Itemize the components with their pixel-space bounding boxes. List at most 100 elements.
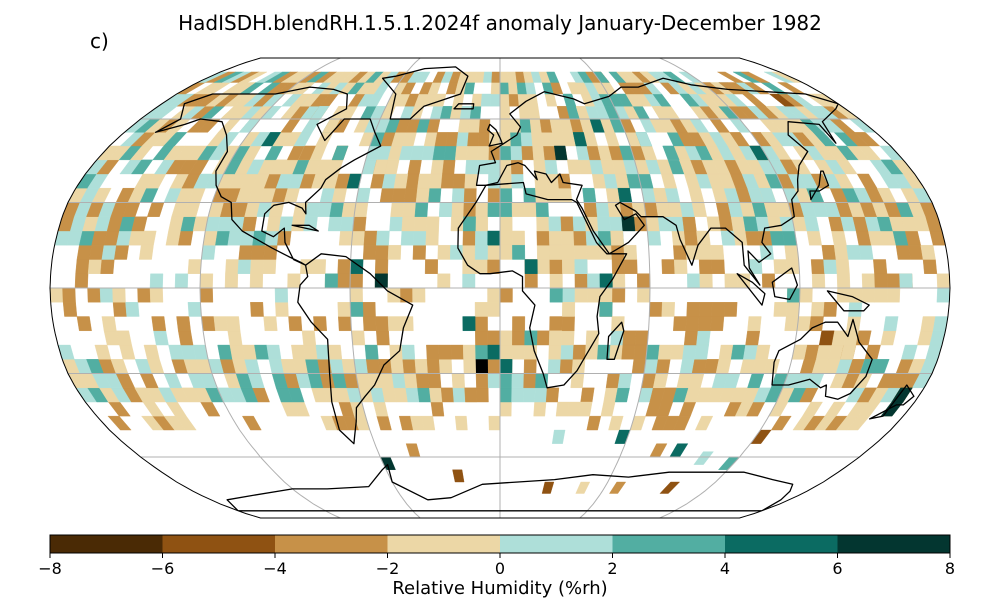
grid-cell (266, 344, 282, 360)
grid-cell (415, 373, 430, 389)
grid-cell (475, 373, 489, 389)
grid-cell (443, 145, 457, 161)
grid-cell (583, 202, 598, 217)
grid-cell (548, 230, 563, 246)
grid-cell (462, 344, 476, 360)
grid-cell (621, 344, 636, 360)
grid-cell (437, 245, 451, 260)
grid-cell (936, 273, 950, 289)
grid-cell (429, 173, 443, 189)
grid-cell (810, 302, 825, 317)
grid-cell (254, 344, 270, 360)
grid-cell (407, 159, 422, 175)
grid-cell (287, 273, 301, 289)
coastline-australia (771, 318, 873, 400)
grid-cell (679, 93, 700, 107)
grid-cell (75, 259, 90, 274)
colorbar-swatch (837, 535, 951, 553)
grid-cell (350, 302, 364, 317)
grid-cell (149, 287, 164, 303)
grid-cell (401, 344, 416, 360)
grid-cell (617, 187, 633, 203)
grid-cell (390, 359, 405, 374)
grid-cell (657, 216, 673, 232)
grid-cell (724, 273, 738, 289)
grid-cell (532, 145, 546, 161)
grid-cell (351, 330, 366, 346)
grid-cell (773, 259, 788, 274)
grid-cell (499, 373, 513, 389)
grid-cell (511, 344, 525, 360)
grid-cell (605, 373, 621, 389)
map-title: HadISDH.blendRH.1.5.1.2024f anomaly Janu… (178, 11, 822, 35)
grid-cell (417, 173, 432, 189)
grid-cell (437, 273, 451, 289)
colorbar-tick-label: 0 (495, 559, 505, 578)
grid-cell (598, 230, 612, 246)
grid-cell (237, 259, 252, 274)
grid-cell (785, 302, 800, 317)
grid-cell (478, 132, 490, 147)
grid-cell (487, 344, 501, 360)
grid-cell (376, 230, 390, 246)
grid-cell (635, 132, 653, 147)
grid-cell (536, 245, 550, 260)
grid-cell (87, 259, 103, 274)
grid-cell (438, 344, 452, 360)
grid-cell (647, 230, 662, 246)
grid-cell (374, 259, 389, 274)
grid-cell (510, 132, 522, 147)
grid-cell (329, 359, 345, 374)
grid-cell (657, 344, 673, 360)
grid-cell (572, 216, 587, 232)
grid-cell (487, 330, 501, 346)
grid-cell (480, 93, 492, 107)
grid-cell (691, 202, 708, 217)
grid-cell (512, 330, 525, 346)
grid-cell (107, 415, 132, 431)
grid-cell (549, 287, 563, 303)
grid-cell (512, 230, 525, 246)
grid-cell (673, 259, 688, 274)
grid-cell (511, 373, 525, 389)
grid-cell (806, 230, 822, 246)
grid-cell (438, 202, 453, 217)
grid-cell (848, 302, 863, 317)
grid-cell (487, 230, 501, 246)
grid-cell (693, 451, 714, 465)
grid-cell (89, 245, 105, 260)
grid-cell (241, 415, 262, 431)
grid-cell (488, 415, 501, 431)
colorbar-swatch (162, 535, 276, 553)
grid-cell (574, 259, 588, 274)
grid-cell (337, 273, 351, 289)
grid-cell (784, 245, 799, 260)
grid-cell (557, 173, 571, 189)
grid-cell (585, 330, 600, 346)
anomaly-grid (50, 71, 950, 494)
grid-cell (561, 330, 575, 346)
grid-cell (670, 344, 685, 360)
grid-cell (558, 187, 573, 203)
grid-cell (451, 187, 465, 203)
grid-cell (612, 287, 626, 303)
grid-cell (352, 216, 367, 232)
grid-cell (572, 344, 587, 360)
grid-cell (474, 316, 488, 331)
grid-cell (920, 245, 936, 260)
colorbar-tick-label: −8 (38, 559, 62, 578)
grid-cell (365, 359, 381, 374)
grid-cell (873, 259, 888, 274)
coastline-new-guinea (826, 290, 870, 312)
grid-cell (225, 259, 239, 274)
grid-cell (451, 373, 465, 389)
grid-cell (637, 287, 651, 303)
grid-cell (313, 316, 327, 331)
grid-cell (475, 359, 488, 374)
grid-cell (886, 287, 901, 303)
grid-cell (707, 173, 725, 189)
grid-cell (274, 287, 289, 303)
grid-cell (835, 259, 850, 274)
grid-cell (710, 316, 725, 331)
grid-cell (769, 230, 785, 246)
